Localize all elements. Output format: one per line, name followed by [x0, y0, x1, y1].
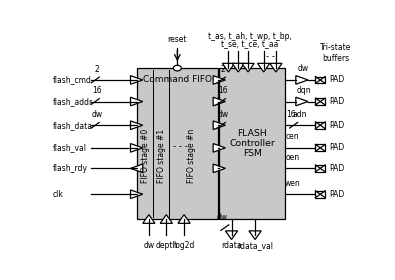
- Text: cen: cen: [286, 132, 299, 141]
- Polygon shape: [270, 63, 282, 72]
- Text: PAD: PAD: [329, 143, 345, 152]
- Polygon shape: [130, 97, 143, 106]
- Text: FLASH
Controller
FSM: FLASH Controller FSM: [229, 129, 275, 158]
- Polygon shape: [213, 76, 226, 84]
- Bar: [219, 68, 285, 219]
- Text: flash_rdy: flash_rdy: [53, 164, 87, 173]
- Polygon shape: [178, 215, 190, 223]
- Text: t_se, t_ce, t_aa: t_se, t_ce, t_aa: [221, 40, 278, 49]
- Polygon shape: [242, 63, 254, 72]
- Polygon shape: [213, 164, 226, 173]
- Polygon shape: [130, 121, 143, 130]
- Text: t_as, t_ah, t_wp, t_bp,: t_as, t_ah, t_wp, t_bp,: [208, 32, 292, 41]
- Text: FIFO stage #n: FIFO stage #n: [187, 129, 196, 183]
- Text: dw: dw: [217, 110, 229, 119]
- Text: log2d: log2d: [173, 241, 195, 250]
- Text: flash_data: flash_data: [53, 121, 92, 130]
- Text: Command FIFO: Command FIFO: [143, 75, 212, 85]
- Polygon shape: [222, 63, 235, 72]
- Text: PAD: PAD: [329, 121, 345, 130]
- Text: rdata_val: rdata_val: [237, 241, 273, 250]
- Text: PAD: PAD: [329, 97, 345, 106]
- Bar: [315, 191, 325, 198]
- Polygon shape: [226, 231, 238, 239]
- Polygon shape: [130, 164, 143, 173]
- Polygon shape: [130, 190, 143, 199]
- Polygon shape: [130, 76, 143, 84]
- Text: PAD: PAD: [329, 75, 345, 85]
- Polygon shape: [258, 63, 270, 72]
- Text: flash_addr: flash_addr: [53, 97, 93, 106]
- Text: dw: dw: [91, 110, 102, 119]
- Text: wen: wen: [285, 179, 301, 188]
- Polygon shape: [296, 76, 308, 84]
- Polygon shape: [213, 121, 226, 130]
- Text: - -: - -: [266, 52, 275, 61]
- Text: flash_cmd: flash_cmd: [53, 75, 91, 85]
- Text: dw: dw: [143, 241, 154, 250]
- Text: 16: 16: [92, 87, 102, 95]
- Bar: [315, 98, 325, 105]
- Text: oen: oen: [286, 153, 300, 162]
- Polygon shape: [213, 144, 226, 152]
- Text: dqn: dqn: [296, 86, 311, 95]
- Text: reset: reset: [167, 35, 187, 44]
- Polygon shape: [213, 97, 226, 106]
- Text: flash_val: flash_val: [53, 143, 87, 152]
- Polygon shape: [249, 231, 261, 239]
- Bar: [315, 144, 325, 151]
- Bar: [137, 68, 218, 219]
- Polygon shape: [232, 63, 245, 72]
- Text: FIFO stage #0: FIFO stage #0: [141, 129, 150, 183]
- Polygon shape: [160, 215, 173, 223]
- Text: PAD: PAD: [329, 190, 345, 199]
- Text: - - -: - - -: [173, 142, 188, 151]
- Text: 2: 2: [220, 65, 225, 74]
- Text: 2: 2: [94, 65, 99, 74]
- Text: adn: adn: [293, 110, 307, 119]
- Text: rdata: rdata: [221, 241, 242, 250]
- Text: PAD: PAD: [329, 164, 345, 173]
- Text: 16: 16: [218, 87, 228, 95]
- Text: 16: 16: [286, 110, 296, 119]
- Text: clk: clk: [53, 190, 63, 199]
- Polygon shape: [130, 144, 143, 152]
- Circle shape: [173, 65, 181, 71]
- Bar: [315, 122, 325, 129]
- Polygon shape: [143, 215, 155, 223]
- Text: FIFO stage #1: FIFO stage #1: [157, 129, 166, 183]
- Text: dw: dw: [298, 64, 309, 73]
- Bar: [315, 165, 325, 172]
- Text: dw: dw: [217, 213, 228, 222]
- Bar: [315, 76, 325, 83]
- Text: Tri-state
buffers: Tri-state buffers: [320, 43, 351, 63]
- Text: depth: depth: [155, 241, 177, 250]
- Polygon shape: [296, 97, 308, 106]
